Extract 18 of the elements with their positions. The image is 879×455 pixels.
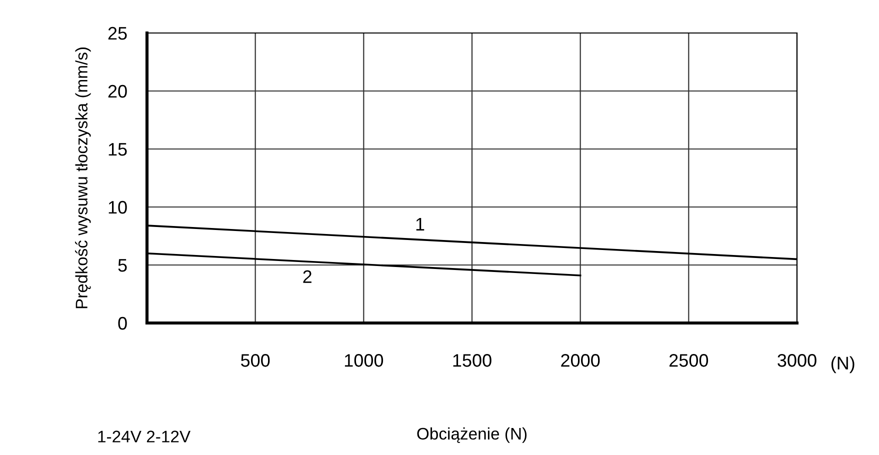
x-tick-label: 1500 — [453, 354, 492, 367]
y-tick-label: 25 — [108, 26, 127, 40]
text: (N) — [831, 356, 854, 374]
x-tick-label: 2500 — [669, 354, 708, 367]
x-tick-label: 500 — [240, 354, 270, 367]
y-tick-label: 5 — [118, 259, 127, 272]
y-axis-title: Prędkość wysuwu tłoczyska (mm/s) — [75, 48, 91, 308]
series-label: 2 — [303, 270, 312, 283]
y-tick-label: 0 — [118, 316, 127, 330]
y-tick-label: 15 — [108, 143, 127, 156]
y-tick-label: 10 — [108, 200, 127, 214]
x-tick-label: 2000 — [561, 354, 600, 367]
x-tick-label: 1000 — [344, 354, 384, 367]
x-axis-title: Obciążenie (N) — [417, 427, 527, 443]
text: 1-24V 2-12V — [98, 430, 191, 442]
y-tick-label: 20 — [108, 84, 127, 98]
series-label: 1 — [416, 218, 424, 230]
x-tick-label: 3000 — [778, 354, 816, 367]
